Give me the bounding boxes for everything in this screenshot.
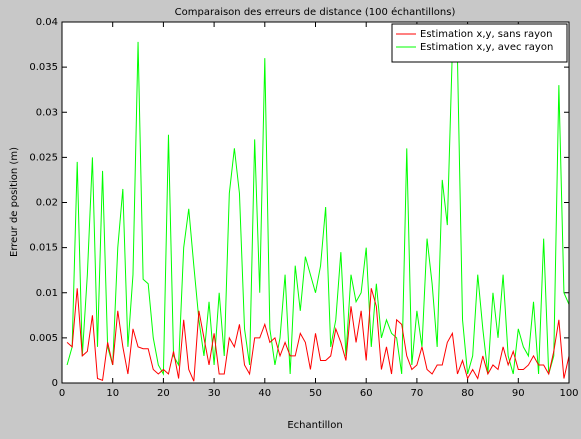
plot-frame [61,21,570,384]
x-axis-label: Echantillon [287,420,342,431]
y-tick-label: 0.035 [29,62,58,73]
chart-title: Comparaison des erreurs de distance (100… [175,6,456,18]
y-tick-label: 0.02 [36,198,58,209]
series-line [66,41,570,376]
plot-area [62,22,569,383]
x-tick-label: 60 [360,388,373,399]
x-tick-label: 30 [208,388,221,399]
x-tick-label: 100 [559,388,578,399]
y-tick-label: 0.01 [36,288,58,299]
series-line [66,288,570,382]
legend-label: Estimation x,y, sans rayon [420,29,552,40]
y-tick-label: 0.04 [36,17,58,28]
y-axis-label: Erreur de position (m) [9,147,20,257]
x-tick-label: 0 [59,388,65,399]
legend-label: Estimation x,y, avec rayon [420,42,553,53]
x-tick-label: 20 [157,388,170,399]
x-tick-label: 70 [411,388,424,399]
x-tick-label: 10 [106,388,119,399]
x-tick-label: 50 [309,388,322,399]
y-tick-label: 0.025 [29,152,58,163]
x-tick-label: 90 [512,388,525,399]
x-tick-label: 80 [461,388,474,399]
legend-box [391,23,568,63]
y-tick-label: 0.015 [29,243,58,254]
x-tick-label: 40 [258,388,271,399]
y-tick-label: 0.03 [36,107,58,118]
y-tick-label: 0.005 [29,333,58,344]
y-tick-label: 0 [52,378,58,389]
